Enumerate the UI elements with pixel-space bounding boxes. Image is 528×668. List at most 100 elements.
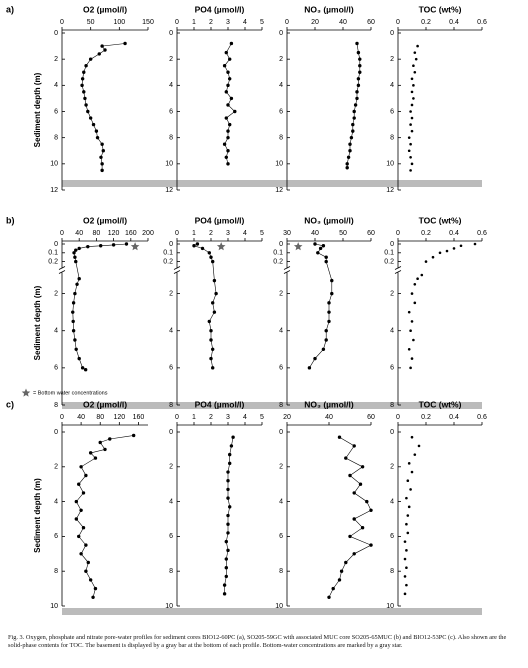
data-point [74,499,79,504]
data-point [405,566,408,570]
data-point [369,508,373,512]
x-tick-label: 2 [209,230,213,237]
data-point [352,109,356,114]
x-tick-label: 120 [108,230,120,237]
data-point [101,149,105,153]
y-tick-label: 4 [279,82,283,89]
data-point [414,57,418,61]
data-point [452,247,456,250]
panel-title: PO4 (µmol/l) [195,4,245,14]
profile-line [346,43,361,168]
data-point [97,52,101,56]
data-point [406,531,410,535]
data-point [324,255,328,259]
x-tick-label: 0.6 [477,230,487,237]
data-point [355,41,359,46]
data-point [360,526,365,530]
data-point [226,70,230,74]
data-point [212,310,217,314]
data-point [209,255,213,259]
y-tick-label: 8 [390,402,394,409]
data-point [79,508,83,512]
data-point [407,505,411,509]
data-point [339,569,344,573]
y-tick-label: 0 [169,30,173,37]
x-tick-label: 0.6 [477,19,487,26]
data-point [417,444,421,448]
legend-text: = Bottom water concentrations [33,390,108,396]
data-point [222,583,227,587]
y-tick-label: 0.1 [163,250,173,257]
data-point [79,552,83,556]
row-label: b) [6,215,15,225]
data-point [93,456,98,460]
data-point [81,526,86,530]
data-point [103,447,107,452]
data-point [409,123,412,126]
data-point [413,301,417,305]
data-point [410,470,414,474]
y-tick-label: 6 [169,365,173,372]
y-tick-label: 0.2 [384,258,394,265]
panel-title: NO₃ (µmol/l) [304,215,354,225]
y-axis-label: Sediment depth (m) [33,72,42,147]
y-tick-label: 8 [390,135,394,142]
y-tick-label: 2 [390,464,394,471]
data-point [84,543,88,547]
data-point [88,57,93,61]
legend-star [21,388,31,397]
data-point [228,461,232,466]
data-point [358,57,362,61]
data-point [71,301,76,305]
y-tick-label: 6 [169,108,173,115]
y-tick-label: 6 [279,365,283,372]
basement-bar [62,180,482,187]
x-tick-label: 5 [260,414,264,421]
data-point [86,560,90,565]
y-tick-label: 8 [54,402,58,409]
profile-line [224,43,236,164]
data-point [209,338,213,342]
data-point [324,338,328,342]
profile-line [81,43,126,171]
data-point [224,557,228,561]
x-tick-label: 1 [192,230,196,237]
profile-line [75,435,134,598]
x-tick-label: 0.4 [449,414,459,421]
data-point [405,583,408,587]
data-point [420,273,424,277]
data-point [459,244,463,248]
data-point [410,435,414,439]
x-tick-label: 80 [96,414,104,421]
y-tick-label: 6 [54,533,58,540]
data-point [410,116,414,120]
x-tick-label: 40 [75,230,83,237]
x-tick-label: 0.2 [421,19,431,26]
y-tick-label: 8 [169,568,173,575]
data-point [327,319,331,324]
data-point [226,513,230,518]
data-point [226,162,230,166]
data-point [233,109,237,114]
data-point [352,552,356,556]
chart: O2 (µmol/l)0 50 100 150024681012a)Sediment … [6,4,487,615]
data-point [82,70,86,74]
y-tick-label: 6 [54,108,58,115]
y-tick-label: 12 [386,187,394,194]
y-tick-label: 4 [169,82,173,89]
data-point [344,456,348,460]
x-tick-label: 0 [60,414,64,421]
x-tick-label: 4 [243,414,247,421]
data-point [407,347,411,351]
data-point [327,301,331,305]
x-tick-label: 3 [226,414,230,421]
x-tick-label: 60 [367,414,375,421]
data-point [403,592,407,596]
data-point [403,557,407,561]
data-point [100,168,104,173]
x-tick-label: 0 [175,19,179,26]
data-point [73,338,77,342]
data-point [131,433,136,438]
data-point [226,470,230,474]
data-point [228,452,232,457]
